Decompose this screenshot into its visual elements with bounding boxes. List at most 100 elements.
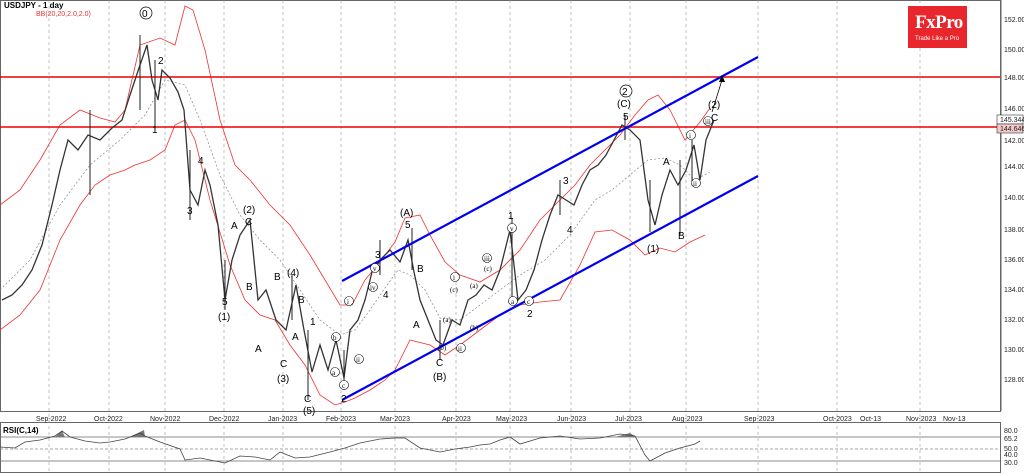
svg-text:iii: iii [705, 118, 711, 126]
svg-text:Oct-13: Oct-13 [860, 416, 881, 423]
svg-text:i: i [689, 132, 691, 140]
svg-text:A: A [663, 157, 670, 168]
svg-text:Dec-2022: Dec-2022 [209, 416, 239, 423]
channel-upper [341, 56, 759, 282]
svg-text:138.000: 138.000 [1004, 227, 1024, 234]
svg-text:132.000: 132.000 [1004, 317, 1024, 324]
svg-text:C: C [280, 359, 287, 370]
wave-labels: 0 21 34 5(1) (2)C AB AB (4)B AC (3)1 C(5… [139, 6, 720, 417]
svg-text:(1): (1) [218, 312, 230, 323]
svg-text:Oct-2023: Oct-2023 [823, 416, 852, 423]
svg-text:Jul-2023: Jul-2023 [615, 416, 642, 423]
arrow-head-icon [719, 75, 725, 82]
y-axis-labels: 152.000 150.000 148.000 146.000 144.000 142.… [1004, 17, 1024, 384]
svg-text:148.000: 148.000 [1004, 75, 1024, 82]
svg-text:130.000: 130.000 [1004, 347, 1024, 354]
svg-text:4: 4 [198, 156, 204, 167]
svg-text:2: 2 [158, 56, 164, 67]
main-panel-frame [0, 0, 1001, 412]
svg-text:146.000: 146.000 [1004, 106, 1024, 113]
svg-text:c: c [342, 382, 345, 390]
svg-text:B: B [417, 264, 424, 275]
svg-text:40.0: 40.0 [1004, 452, 1018, 459]
svg-text:ii: ii [356, 356, 360, 364]
svg-text:i: i [453, 274, 455, 282]
logo-brand: FxPro [915, 12, 963, 33]
svg-text:A: A [413, 320, 420, 331]
svg-text:B: B [274, 272, 281, 283]
svg-text:5: 5 [222, 297, 228, 308]
svg-text:1: 1 [152, 125, 158, 136]
svg-text:B: B [246, 282, 253, 293]
svg-text:80.0: 80.0 [1004, 428, 1018, 435]
svg-text:144.646: 144.646 [1000, 126, 1024, 133]
svg-text:(b): (b) [438, 344, 447, 352]
indicator-label: BB(20,20,2.0,2.0) [36, 11, 91, 18]
svg-text:b: b [333, 334, 337, 342]
minor-wave-labels [330, 116, 713, 390]
svg-text:3: 3 [187, 206, 193, 217]
svg-text:Jan-2023: Jan-2023 [268, 416, 297, 423]
svg-text:Sep-2023: Sep-2023 [744, 416, 774, 423]
svg-text:c: c [527, 298, 530, 306]
svg-text:Feb-2023: Feb-2023 [326, 416, 356, 423]
svg-text:30.0: 30.0 [1004, 460, 1018, 467]
svg-text:2: 2 [622, 87, 628, 98]
svg-text:4: 4 [567, 225, 573, 236]
svg-text:Jun-2023: Jun-2023 [557, 416, 586, 423]
svg-text:a: a [332, 369, 336, 377]
svg-text:(a): (a) [470, 282, 478, 290]
svg-text:3: 3 [375, 250, 381, 261]
svg-text:A: A [292, 332, 299, 343]
bollinger-middle [0, 79, 711, 336]
svg-text:C: C [711, 113, 718, 124]
bollinger-upper [0, 5, 711, 306]
svg-text:142.000: 142.000 [1004, 138, 1024, 145]
svg-text:144.000: 144.000 [1004, 164, 1024, 171]
marked-price-tag [996, 123, 1024, 134]
rsi-label: RSI(C,14) [3, 426, 39, 435]
svg-text:B: B [678, 231, 685, 242]
svg-text:C: C [436, 358, 443, 369]
svg-text:145.344: 145.344 [1000, 117, 1024, 124]
svg-text:2: 2 [527, 309, 533, 320]
bollinger-lower [0, 119, 706, 406]
logo-tagline: Trade Like a Pro [915, 36, 960, 42]
svg-text:Nov-2023: Nov-2023 [906, 416, 936, 423]
svg-text:a: a [511, 298, 515, 306]
svg-text:v: v [510, 225, 514, 233]
svg-text:140.000: 140.000 [1004, 195, 1024, 202]
svg-text:C: C [304, 394, 311, 405]
rsi-line [0, 430, 701, 464]
candles [89, 35, 693, 400]
rsi-panel-frame [0, 422, 1001, 473]
svg-text:i: i [347, 298, 349, 306]
svg-text:134.000: 134.000 [1004, 287, 1024, 294]
svg-text:A: A [255, 344, 262, 355]
price-line [1, 44, 715, 379]
svg-text:1: 1 [508, 211, 514, 222]
chart-title: USDJPY - 1 day [4, 1, 64, 10]
svg-text:Mar-2023: Mar-2023 [380, 416, 410, 423]
svg-text:0: 0 [142, 9, 148, 20]
svg-text:A: A [231, 221, 238, 232]
svg-text:(B): (B) [433, 372, 446, 383]
vertical-grid [48, 0, 921, 474]
svg-text:5: 5 [405, 220, 411, 231]
svg-text:(b): (b) [470, 324, 479, 332]
svg-text:(5): (5) [303, 406, 315, 417]
svg-text:C: C [245, 217, 252, 228]
svg-text:3: 3 [563, 176, 569, 187]
svg-text:(4): (4) [287, 268, 299, 279]
svg-text:Nov-2022: Nov-2022 [150, 416, 180, 423]
svg-text:(a): (a) [443, 316, 451, 324]
svg-text:65.2: 65.2 [1004, 436, 1018, 443]
svg-text:150.000: 150.000 [1004, 47, 1024, 54]
svg-text:50.0: 50.0 [1004, 446, 1018, 453]
svg-text:152.000: 152.000 [1004, 17, 1024, 24]
svg-text:(2): (2) [708, 100, 720, 111]
svg-text:(A): (A) [400, 208, 413, 219]
svg-text:(c): (c) [484, 265, 492, 273]
svg-text:128.000: 128.000 [1004, 377, 1024, 384]
